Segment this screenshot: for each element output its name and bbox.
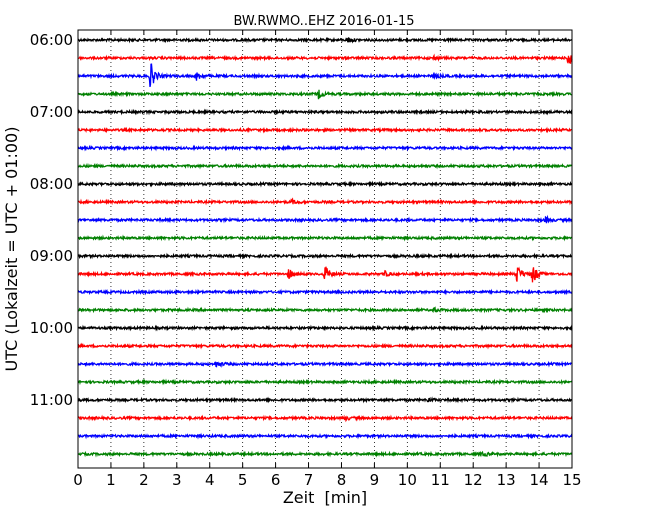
x-tick-label: 14 — [530, 471, 549, 489]
trace-0815 — [77, 197, 573, 206]
x-tick-label: 15 — [562, 471, 581, 489]
trace-0600 — [77, 36, 573, 44]
x-tick-label: 2 — [139, 471, 149, 489]
x-axis-ticks: 0 1 2 3 4 5 6 7 8 9 10 11 12 13 14 15 — [73, 30, 582, 489]
trace-0915 — [77, 266, 573, 283]
trace-0630 — [77, 63, 573, 88]
trace-1145 — [78, 450, 573, 458]
trace-0945 — [78, 306, 573, 314]
trace-0615 — [77, 53, 573, 64]
y-tick-label: 08:00 — [30, 175, 73, 193]
trace-0715 — [77, 126, 573, 134]
x-tick-label: 3 — [172, 471, 182, 489]
trace-0745 — [77, 162, 573, 170]
x-tick-label: 4 — [205, 471, 215, 489]
x-tick-label: 7 — [304, 471, 314, 489]
trace-0900 — [77, 252, 573, 260]
chart-title: BW.RWMO..EHZ 2016-01-15 — [233, 14, 414, 29]
trace-0930 — [77, 288, 573, 296]
x-tick-label: 5 — [238, 471, 248, 489]
trace-0645 — [77, 89, 573, 100]
y-tick-label: 09:00 — [30, 247, 73, 265]
y-axis-title: UTC (Lokalzeit = UTC + 01:00) — [2, 127, 21, 372]
trace-1030 — [77, 360, 572, 368]
y-tick-label: 06:00 — [30, 31, 73, 49]
plot-frame — [77, 29, 573, 469]
x-tick-label: 0 — [73, 471, 83, 489]
x-tick-label: 1 — [106, 471, 116, 489]
y-tick-label: 07:00 — [30, 103, 73, 121]
trace-1000 — [77, 324, 573, 332]
trace-0730 — [77, 144, 573, 152]
x-tick-label: 11 — [431, 471, 450, 489]
y-axis-ticks: 06:00 07:00 08:00 09:00 10:00 11:00 — [30, 31, 572, 409]
x-tick-label: 12 — [464, 471, 483, 489]
x-tick-label: 10 — [398, 471, 417, 489]
trace-0845 — [77, 234, 573, 242]
x-tick-label: 13 — [497, 471, 516, 489]
x-tick-label: 8 — [337, 471, 347, 489]
trace-1115 — [77, 414, 573, 423]
trace-0800 — [77, 180, 573, 188]
x-axis-title: Zeit [min] — [283, 488, 367, 507]
y-tick-label: 10:00 — [30, 319, 73, 337]
x-tick-label: 9 — [370, 471, 380, 489]
trace-0830 — [77, 214, 573, 224]
trace-1015 — [77, 342, 573, 350]
trace-1130 — [77, 432, 573, 440]
trace-0700 — [77, 108, 573, 116]
x-tick-label: 6 — [271, 471, 281, 489]
trace-1100 — [77, 396, 573, 404]
y-tick-label: 11:00 — [30, 391, 73, 409]
trace-group — [77, 36, 573, 458]
trace-1045 — [77, 378, 573, 386]
